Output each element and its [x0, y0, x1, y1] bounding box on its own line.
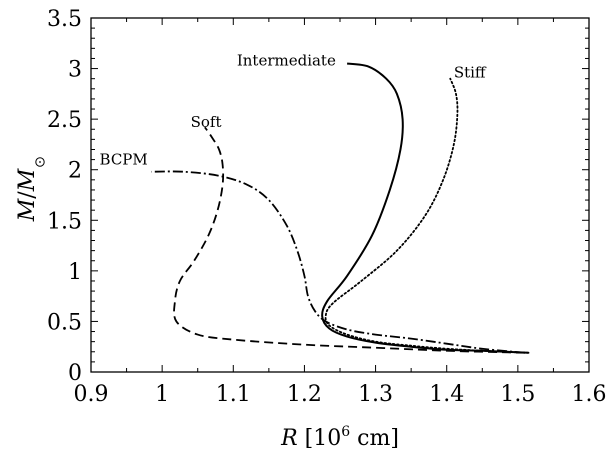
sun-symbol-dot	[39, 161, 41, 163]
series-label-bcpm: BCPM	[100, 151, 148, 169]
y-tick-label: 0	[68, 361, 82, 386]
y-tick-label: 3.5	[47, 7, 82, 32]
y-axis-title: M/M	[15, 157, 45, 222]
y-tick-label: 1.5	[47, 209, 82, 234]
x-tick-label: 1.1	[216, 382, 251, 407]
series-line-stiff	[324, 77, 530, 354]
y-tick-label: 0.5	[47, 310, 82, 335]
series-label-intermediate: Intermediate	[237, 51, 336, 69]
series-label-stiff: Stiff	[454, 64, 487, 82]
x-tick-label: 1.4	[429, 382, 464, 407]
sun-symbol	[35, 157, 45, 167]
x-tick-label: 1.3	[358, 382, 393, 407]
x-tick-label: 1.6	[572, 382, 607, 407]
ticks-layer: 0.9 1 1.1 1.2 1.3 1.4 1.5 1.6 0 0.5 1 1.5 2 2.5 3 3.5	[47, 7, 607, 407]
y-tick-label: 1	[68, 260, 82, 285]
y-tick-label: 2	[68, 159, 82, 184]
svg-text:M/M: M/M	[15, 168, 40, 222]
series-line-intermediate	[321, 62, 529, 354]
labels-layer: Soft BCPM Intermediate Stiff	[100, 51, 487, 168]
x-tick-label: 1.5	[500, 382, 535, 407]
series-line-bcpm	[151, 170, 526, 354]
series-line-soft	[173, 126, 525, 354]
series-layer	[151, 62, 530, 354]
y-tick-label: 2.5	[47, 108, 82, 133]
y-tick-label: 3	[68, 58, 82, 83]
x-tick-label: 1	[155, 382, 169, 407]
x-tick-label: 0.9	[74, 382, 109, 407]
plot-frame	[90, 17, 590, 373]
series-label-soft: Soft	[191, 113, 222, 131]
x-tick-label: 1.2	[287, 382, 322, 407]
x-axis-title: R [106 cm]	[280, 424, 399, 451]
